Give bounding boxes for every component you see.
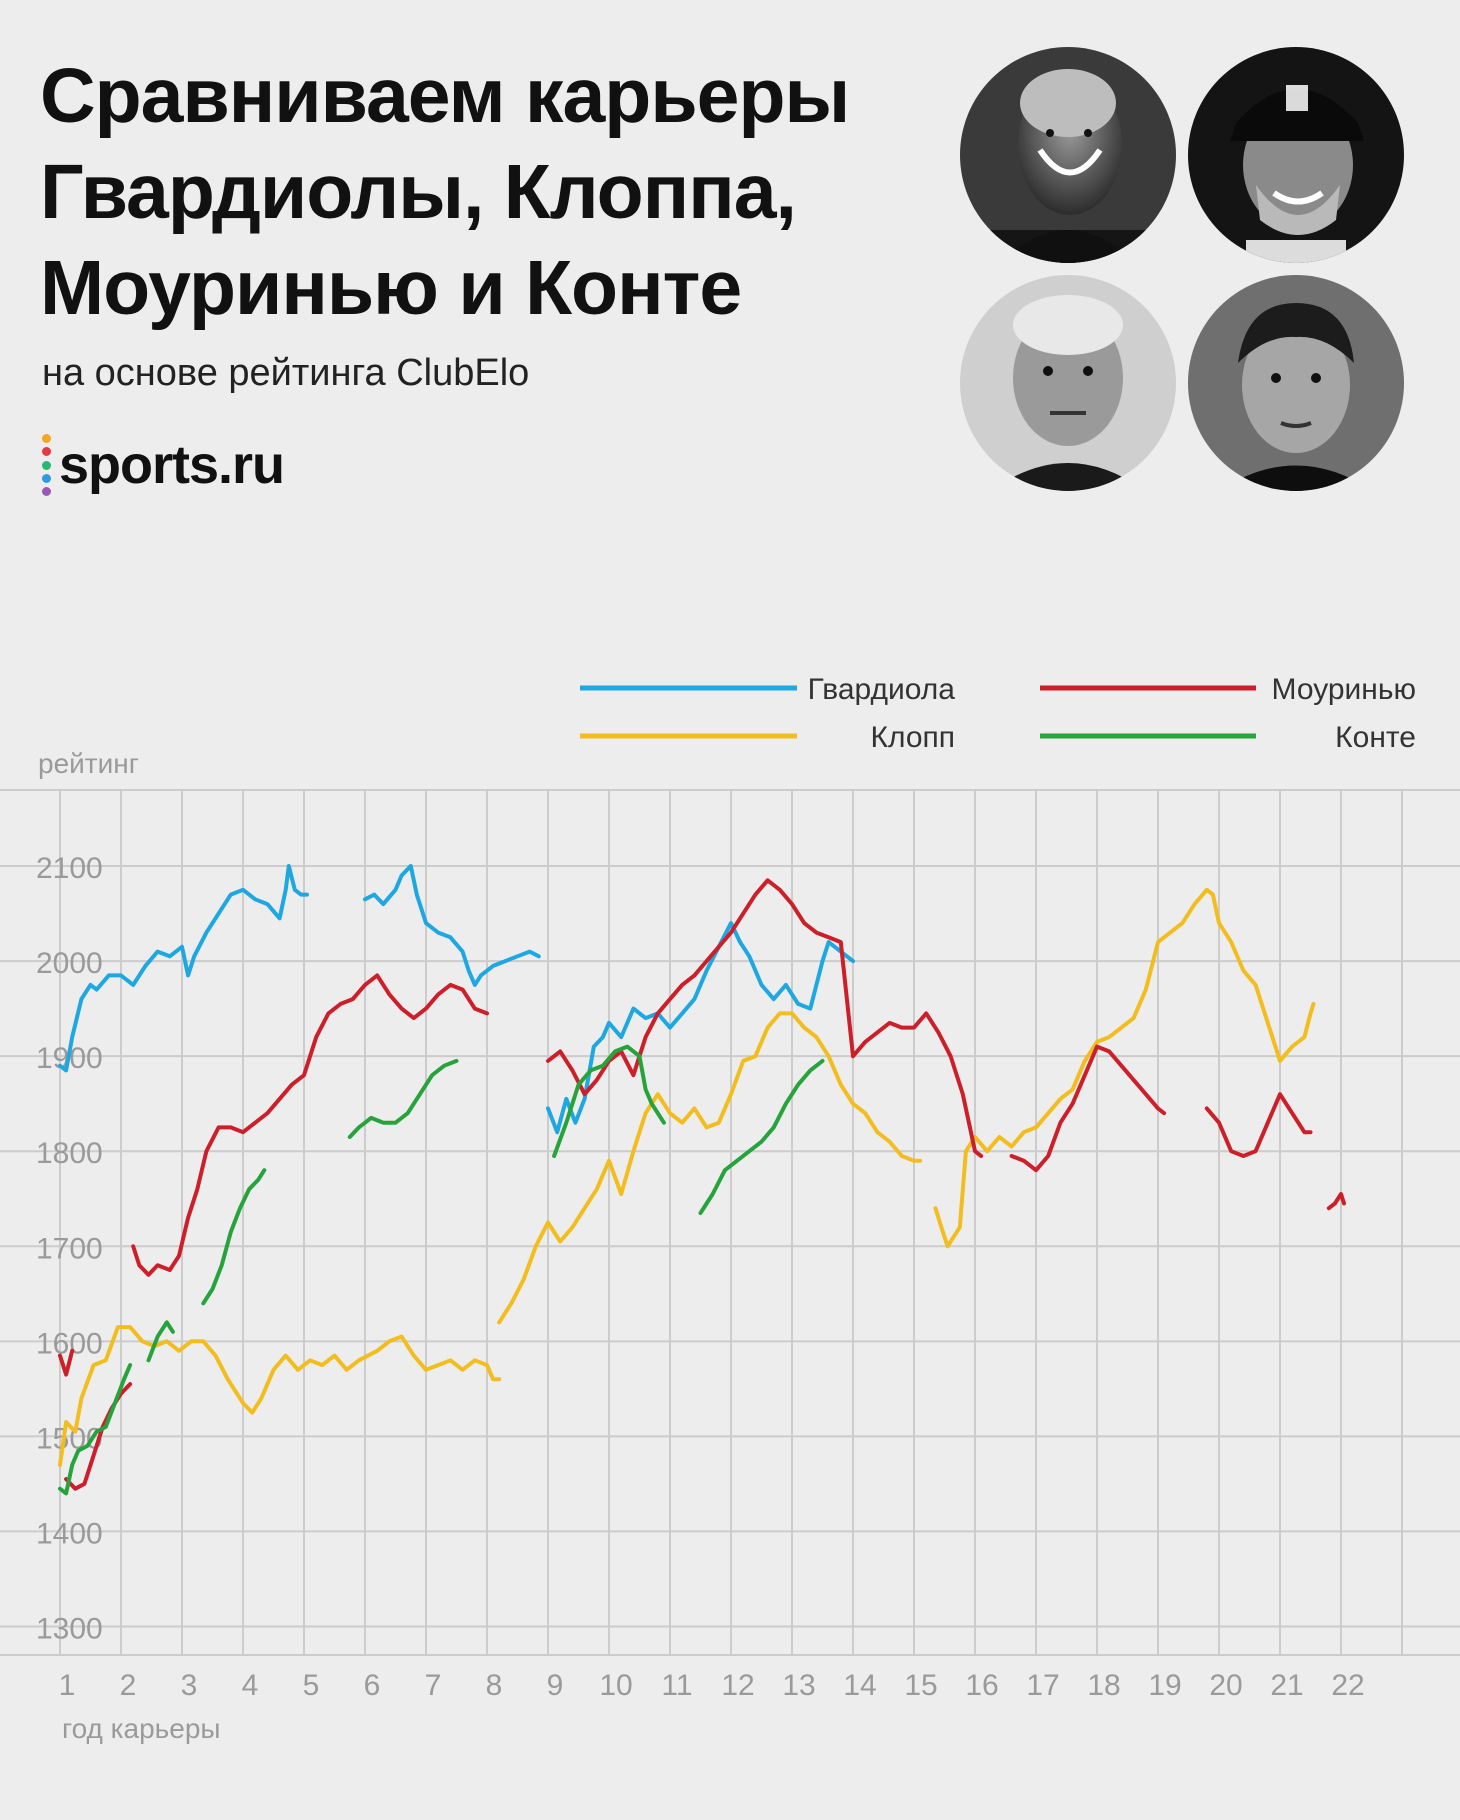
x-tick-label: 7 bbox=[425, 1669, 442, 1702]
series-line-segment bbox=[546, 878, 984, 1158]
series-line-segment bbox=[58, 1348, 75, 1377]
y-axis-label: рейтинг bbox=[38, 748, 139, 779]
series-line-segment bbox=[497, 1011, 923, 1325]
x-tick-label: 20 bbox=[1209, 1669, 1242, 1702]
series-line-segment bbox=[131, 973, 489, 1277]
x-tick-label: 21 bbox=[1270, 1669, 1303, 1702]
y-tick-label: 2000 bbox=[36, 947, 103, 980]
y-tick-label: 1300 bbox=[36, 1612, 103, 1645]
brand-dot-4 bbox=[42, 473, 51, 483]
series-line-segment bbox=[201, 1168, 267, 1306]
page-subtitle: на основе рейтинга ClubElo bbox=[42, 352, 530, 394]
chart-grid bbox=[0, 789, 1460, 1656]
x-tick-label: 8 bbox=[486, 1669, 503, 1702]
legend-label: Конте bbox=[1335, 721, 1416, 754]
brand-name: sports.ru bbox=[59, 435, 285, 495]
page-title: Сравниваем карьеры Гвардиолы, Клоппа, Мо… bbox=[40, 48, 940, 336]
x-tick-label: 11 bbox=[661, 1669, 692, 1702]
x-tick-label: 14 bbox=[843, 1669, 876, 1702]
brand-dot-2 bbox=[42, 447, 51, 457]
legend-label: Моуринью bbox=[1272, 673, 1416, 706]
title-line-2: Гвардиолы, Клоппа, bbox=[40, 149, 797, 235]
x-tick-label: 19 bbox=[1148, 1669, 1181, 1702]
y-tick-label: 1800 bbox=[36, 1137, 103, 1170]
y-tick-label: 1700 bbox=[36, 1232, 103, 1265]
chart-legend: Гвардиола Клопп Моуринью Конте bbox=[580, 673, 1416, 754]
x-tick-label: 12 bbox=[721, 1669, 754, 1702]
y-tick-label: 2100 bbox=[36, 852, 103, 885]
series-line-segment bbox=[1326, 1192, 1346, 1211]
series-line-segment bbox=[552, 1044, 666, 1158]
brand-dot-5 bbox=[42, 487, 51, 496]
x-tick-label: 3 bbox=[181, 1669, 198, 1702]
x-tick-label: 4 bbox=[242, 1669, 259, 1702]
series-line-segment bbox=[698, 1058, 825, 1215]
x-tick-label: 16 bbox=[965, 1669, 998, 1702]
title-line-3: Моуринью и Конте bbox=[40, 245, 742, 331]
x-tick-label: 10 bbox=[599, 1669, 632, 1702]
series-line-segment bbox=[58, 1363, 133, 1496]
series-line-segment bbox=[347, 1058, 459, 1139]
x-tick-label: 17 bbox=[1026, 1669, 1059, 1702]
x-tick-label: 22 bbox=[1331, 1669, 1364, 1702]
x-tick-label: 18 bbox=[1087, 1669, 1120, 1702]
brand-dot-3 bbox=[42, 460, 51, 470]
x-tick-label: 1 bbox=[59, 1669, 76, 1702]
series-1 bbox=[58, 864, 855, 1135]
x-tick-label: 13 bbox=[782, 1669, 815, 1702]
series-line-segment bbox=[1204, 1092, 1313, 1158]
legend-label: Гвардиола bbox=[808, 673, 956, 706]
guardiola-portrait-icon bbox=[958, 45, 1178, 265]
y-tick-label: 1400 bbox=[36, 1517, 103, 1550]
series-4 bbox=[58, 1044, 825, 1496]
x-tick-label: 15 bbox=[904, 1669, 937, 1702]
x-tick-label: 9 bbox=[547, 1669, 564, 1702]
series-line-segment bbox=[933, 887, 1316, 1249]
series-line-segment bbox=[363, 864, 541, 987]
series-line-segment bbox=[58, 864, 309, 1073]
series-line-segment bbox=[146, 1320, 175, 1363]
klopp-portrait-icon bbox=[1186, 45, 1406, 265]
conte-portrait-icon bbox=[1186, 273, 1406, 493]
brand-logo: sports.ru bbox=[42, 430, 285, 500]
x-tick-labels: 1 2 3 4 5 6 7 8 9 10 11 12 13 14 15 16 17 18 19 20 21 22 bbox=[59, 1669, 1365, 1702]
x-axis-label: год карьеры bbox=[62, 1713, 221, 1744]
x-tick-label: 6 bbox=[364, 1669, 381, 1702]
x-tick-label: 2 bbox=[120, 1669, 137, 1702]
series-line-segment bbox=[546, 921, 855, 1135]
series-2 bbox=[58, 887, 1316, 1467]
legend-label: Клопп bbox=[871, 721, 956, 754]
coach-portraits bbox=[958, 45, 1428, 505]
brand-dots-icon bbox=[42, 434, 51, 496]
series-line-segment bbox=[1009, 1044, 1167, 1173]
x-tick-label: 5 bbox=[303, 1669, 320, 1702]
series-line-segment bbox=[58, 1325, 502, 1467]
mourinho-portrait-icon bbox=[958, 273, 1178, 493]
brand-dot-1 bbox=[42, 434, 51, 443]
series-lines bbox=[58, 864, 1346, 1496]
title-line-1: Сравниваем карьеры bbox=[40, 53, 850, 139]
